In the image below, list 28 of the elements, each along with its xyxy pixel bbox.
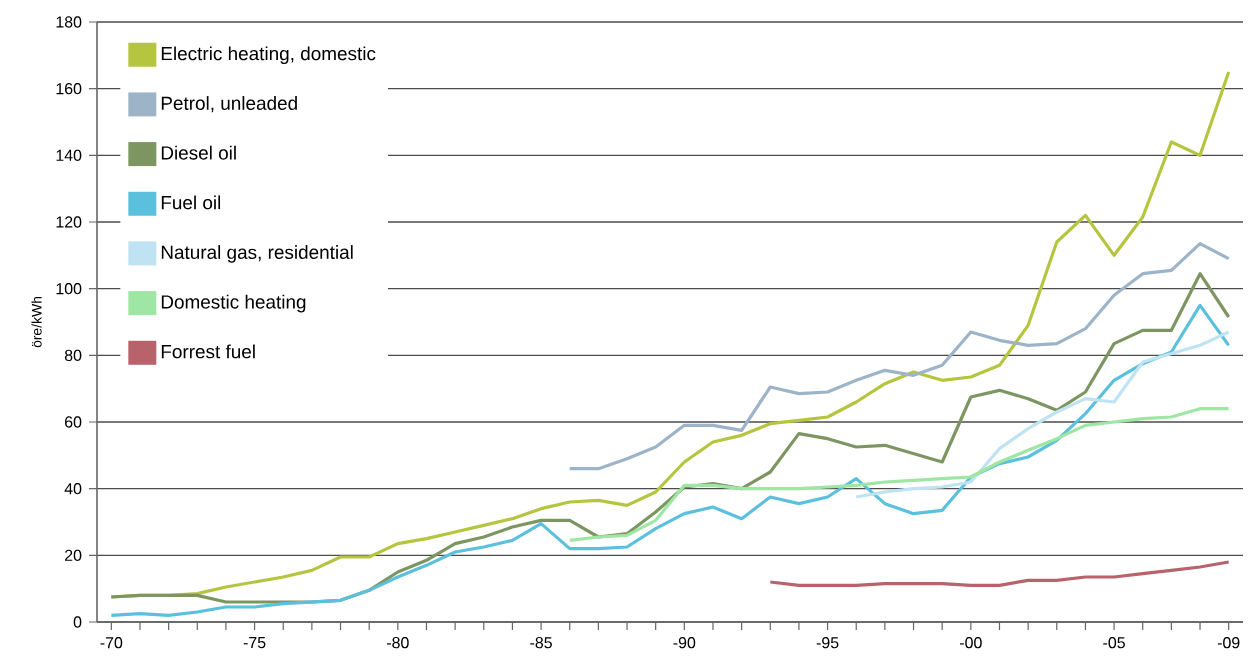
- legend-label: Diesel oil: [161, 145, 236, 160]
- x-tick-label: -80: [387, 637, 409, 649]
- x-tick-label: -00: [960, 637, 982, 649]
- legend-label: Electric heating, domestic: [161, 46, 376, 65]
- y-tick-label: 100: [56, 283, 82, 295]
- x-tick-label: -95: [816, 637, 839, 649]
- y-tick-label: 20: [65, 549, 82, 561]
- x-tick-label: -90: [673, 637, 696, 649]
- y-tick-label: 160: [56, 83, 82, 95]
- y-tick-label: 180: [56, 16, 82, 28]
- x-tick-label: -70: [100, 637, 123, 649]
- legend-label: Fuel oil: [161, 195, 221, 210]
- y-axis-title: öre/kWh: [31, 296, 42, 348]
- y-tick-label: 40: [64, 483, 82, 495]
- x-tick-label: -05: [1103, 637, 1125, 649]
- x-tick-label: -85: [530, 637, 552, 649]
- line-series: [568, 242, 1231, 471]
- legend-label: Natural gas, residential: [161, 245, 353, 263]
- y-tick-label: 80: [64, 349, 82, 361]
- x-tick-label: -09: [1217, 637, 1240, 649]
- legend-label: Domestic heating: [161, 294, 306, 313]
- y-tick-label: 120: [56, 216, 82, 228]
- legend-label: Petrol, unleaded: [161, 96, 297, 113]
- y-tick-label: 140: [56, 149, 82, 161]
- y-tick-label: 60: [65, 416, 82, 428]
- legend-label: Forrest fuel: [161, 344, 255, 359]
- y-tick-label: 0: [73, 616, 82, 628]
- x-tick-label: -75: [243, 637, 266, 649]
